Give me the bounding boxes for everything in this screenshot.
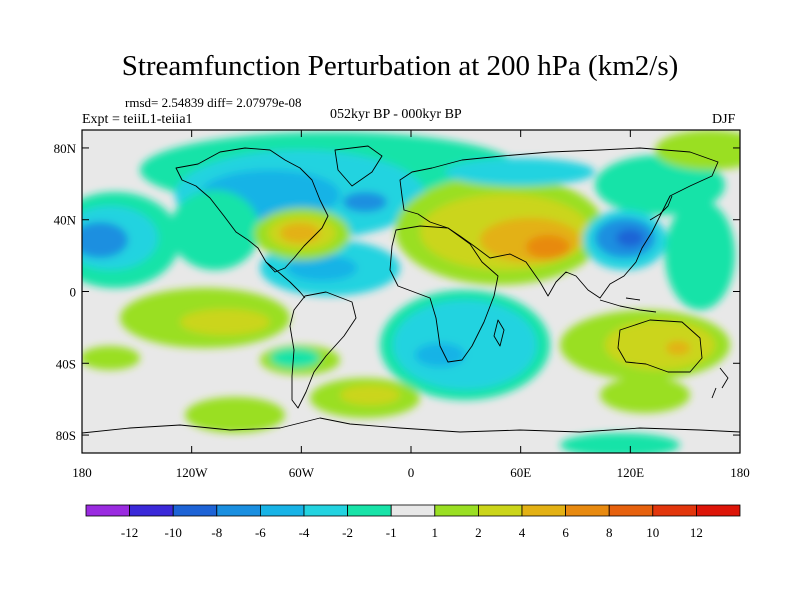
colorbar-swatch xyxy=(477,504,523,517)
colorbar-swatch xyxy=(652,504,697,517)
anomaly-north-atlantic-core xyxy=(280,223,320,243)
colorbar-label: -1 xyxy=(386,525,397,540)
y-tick-label: 80N xyxy=(54,141,77,156)
colorbar-swatch xyxy=(303,504,348,517)
colorbar-swatch xyxy=(565,504,610,517)
colorbar-label: 10 xyxy=(646,525,659,540)
period-label: 052kyr BP - 000kyr BP xyxy=(330,107,462,122)
colorbar-swatch xyxy=(521,504,566,517)
anomaly-arctic-green xyxy=(655,130,740,170)
statistics-label: rmsd= 2.54839 diff= 2.07979e-08 xyxy=(125,95,302,110)
colorbar-label: 8 xyxy=(606,525,613,540)
anomaly-south-pacific-core xyxy=(180,309,270,335)
anomaly-east-pacific-green xyxy=(170,190,260,270)
y-tick-label: 40N xyxy=(54,213,77,228)
australia-coast xyxy=(617,319,703,373)
anomaly-north-america-center xyxy=(343,192,387,212)
anomaly-australia-core xyxy=(666,341,690,355)
experiment-label: Expt = teiiL1-teiia1 xyxy=(82,112,193,127)
madagascar-coast xyxy=(493,319,505,347)
japan-coast xyxy=(649,195,673,221)
anomaly-tropical-atlantic-core xyxy=(287,255,357,281)
south-america-coast xyxy=(289,291,357,409)
colorbar-label: -6 xyxy=(255,525,266,540)
colorbar-label: -2 xyxy=(342,525,353,540)
greenland-coast xyxy=(334,145,383,187)
colorbar-swatch xyxy=(85,504,130,517)
colorbar-swatch xyxy=(172,504,218,517)
anomaly-east-asia-green xyxy=(665,200,735,310)
y-tick-label: 0 xyxy=(70,285,77,300)
africa-coast xyxy=(389,225,499,363)
colorbar: -12 -10 -8 -6 -4 -2 -1 1 2 4 6 8 10 12 xyxy=(85,504,741,540)
anomaly-west-pacific-core xyxy=(616,229,644,247)
season-label: DJF xyxy=(712,112,736,127)
anomaly-northern-eurasia-negative xyxy=(445,158,595,186)
anomaly-southeast-pacific-green xyxy=(82,346,140,370)
colorbar-swatch xyxy=(347,504,392,517)
x-tick-label: 120W xyxy=(176,465,209,480)
central-america-coast xyxy=(265,261,306,299)
colorbar-label: -10 xyxy=(165,525,182,540)
colorbar-label: -8 xyxy=(211,525,222,540)
colorbar-swatch xyxy=(216,504,261,517)
map-title: Streamfunction Perturbation at 200 hPa (… xyxy=(121,50,679,82)
colorbar-label: 4 xyxy=(519,525,526,540)
x-tick-label: 60E xyxy=(510,465,531,480)
anomaly-southern-ocean-core xyxy=(340,385,400,405)
x-tick-label: 180 xyxy=(72,465,92,480)
y-tick-label: 80S xyxy=(56,428,76,443)
indonesia-islands xyxy=(599,297,657,313)
anomaly-antarctic-negative xyxy=(560,433,680,453)
colorbar-swatch xyxy=(696,504,741,517)
y-tick-label: 40S xyxy=(56,356,76,371)
colorbar-swatch xyxy=(608,504,654,517)
anomaly-east-siberia-green xyxy=(595,155,725,215)
anomaly-field xyxy=(82,130,740,453)
eurasia-coast xyxy=(399,147,719,299)
x-tick-label: 120E xyxy=(617,465,645,480)
x-tick-label: 180 xyxy=(730,465,750,480)
colorbar-label: 6 xyxy=(562,525,569,540)
new-zealand-coast xyxy=(711,367,729,399)
coastlines xyxy=(82,145,740,434)
anomaly-central-pacific-core xyxy=(82,222,128,258)
colorbar-swatch xyxy=(434,504,479,517)
colorbar-label: 1 xyxy=(432,525,439,540)
anomaly-south-asia-core xyxy=(526,235,570,259)
colorbar-label: 12 xyxy=(690,525,703,540)
colorbar-swatch xyxy=(129,504,174,517)
anomaly-south-america-core xyxy=(270,348,320,368)
anomaly-antarctic-positive xyxy=(185,397,285,433)
axis-ticks: 180 120W 60W 0 60E 120E 180 80N 40N 0 40S 80S xyxy=(54,130,750,480)
x-tick-label: 60W xyxy=(289,465,315,480)
colorbar-label: -4 xyxy=(299,525,310,540)
colorbar-label: 2 xyxy=(475,525,482,540)
colorbar-swatch xyxy=(259,504,305,517)
anomaly-australia-positive xyxy=(605,320,715,370)
antarctica-coast xyxy=(82,417,740,434)
anomaly-south-indian-green xyxy=(600,377,690,413)
x-tick-label: 0 xyxy=(408,465,415,480)
anomaly-south-atlantic-mid xyxy=(393,300,537,390)
colorbar-label: -12 xyxy=(121,525,138,540)
colorbar-swatch xyxy=(390,504,436,517)
north-america-coast xyxy=(175,147,329,273)
